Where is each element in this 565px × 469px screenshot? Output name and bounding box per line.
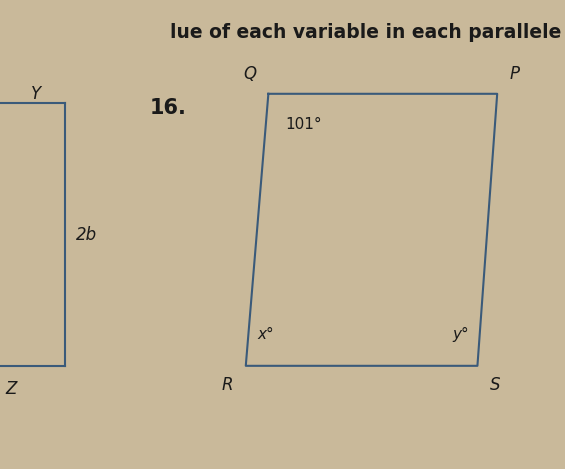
Text: Y: Y	[31, 85, 41, 103]
Text: 101°: 101°	[285, 117, 322, 132]
Text: lue of each variable in each parallele: lue of each variable in each parallele	[170, 23, 561, 42]
Text: 2b: 2b	[76, 226, 97, 243]
Text: Z: Z	[6, 380, 17, 398]
Text: P: P	[510, 66, 520, 83]
Text: S: S	[490, 376, 501, 394]
Text: y°: y°	[453, 327, 469, 342]
Text: x°: x°	[257, 327, 273, 342]
Text: R: R	[222, 376, 233, 394]
Text: Q: Q	[243, 66, 256, 83]
Text: 16.: 16.	[150, 98, 186, 118]
